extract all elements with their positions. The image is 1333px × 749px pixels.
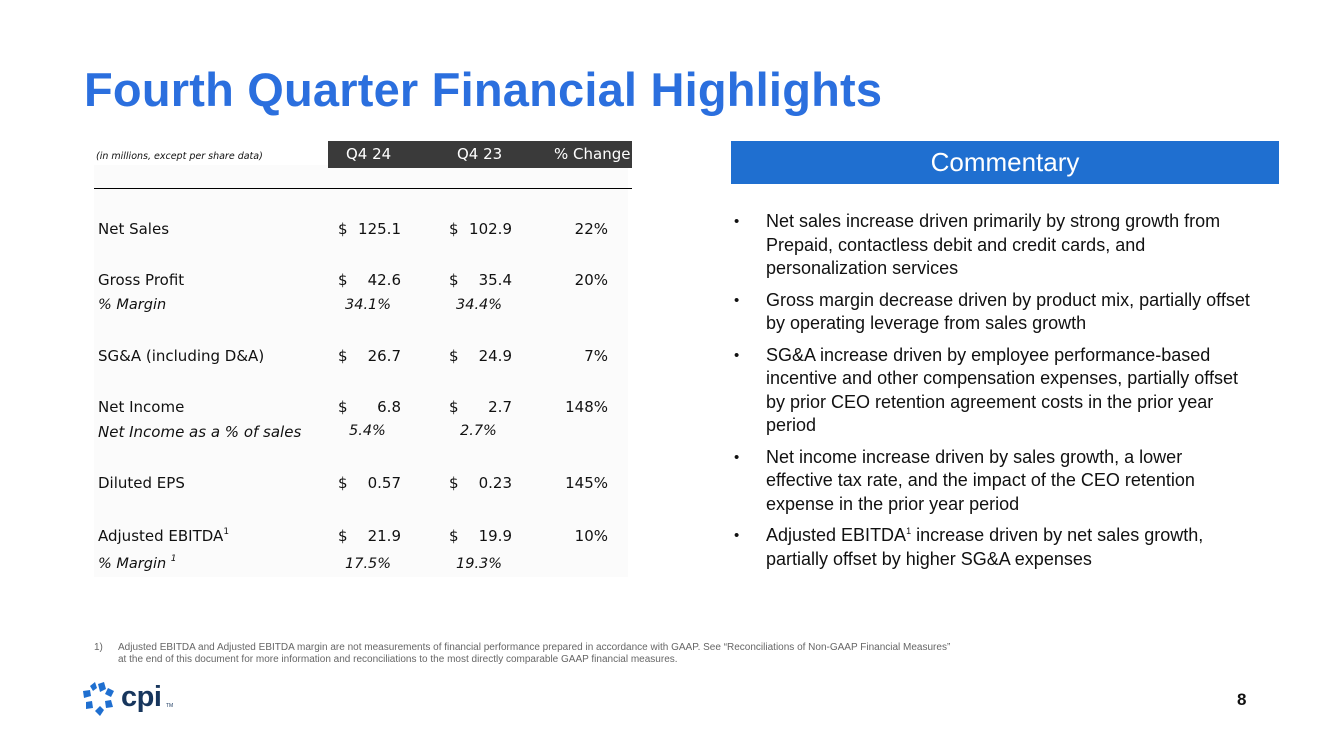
sub-row-label: % Margin [98,297,167,313]
footnote-marker: 1 [906,526,912,536]
commentary-list: • Net sales increase driven primarily by … [731,210,1251,579]
value-q423: 19.9 [478,527,512,545]
currency-symbol: $ [449,347,459,365]
sub-value-q424: 5.4% [349,423,386,439]
sub-value-q424: 17.5% [345,556,392,572]
table-units-note: (in millions, except per share data) [96,151,263,162]
header-divider [94,188,632,189]
row-label-text: Adjusted EBITDA [98,527,224,545]
bullet-dot: • [734,346,740,364]
row-label: Diluted EPS [98,474,185,492]
sub-row-label-text: % Margin [98,556,171,572]
value-change: 22% [574,220,608,238]
currency-symbol: $ [449,398,459,416]
bullet-dot: • [734,527,740,544]
column-header-q424: Q4 24 [346,145,392,163]
value-q424: 0.57 [367,474,401,492]
currency-symbol: $ [449,271,459,289]
value-q423: 2.7 [488,398,512,416]
value-q423: 24.9 [478,347,512,365]
value-change: 145% [565,474,608,492]
row-label: Net Sales [98,220,170,238]
sub-row-label: Net Income as a % of sales [98,423,302,441]
currency-symbol: $ [449,474,459,492]
sub-value-q423: 2.7% [460,423,497,439]
footnote-number: 1) [94,642,103,653]
commentary-bullet: • Adjusted EBITDA1 increase driven by net… [731,524,1251,571]
row-label: Gross Profit [98,271,185,289]
cpi-logo-mark [83,682,114,716]
commentary-bullet: • Gross margin decrease driven by product… [731,289,1251,336]
logo-trademark: TM [166,703,174,709]
footnote-text: Adjusted EBITDA and Adjusted EBITDA marg… [118,642,951,665]
row-label: Net Income [98,398,185,416]
footnote-marker: 1 [170,554,177,564]
value-change: 148% [565,398,608,416]
sub-row-label: % Margin 1 [98,554,177,573]
footnote-marker: 1 [223,527,230,537]
bullet-text: Net income increase driven by sales grow… [766,446,1195,514]
column-header-change: % Change [554,145,631,163]
table-header-bar [328,141,632,168]
bullet-text: Gross margin decrease driven by product … [766,289,1250,334]
bullet-text: Net sales increase driven primarily by s… [766,211,1221,278]
commentary-bullet: • Net income increase driven by sales gro… [731,446,1251,517]
currency-symbol: $ [338,347,348,365]
logo-wordmark: cpi [121,681,162,713]
bullet-text: increase driven by net sales growth, par… [766,525,1204,569]
currency-symbol: $ [338,398,348,416]
value-change: 10% [574,527,608,545]
bullet-dot: • [734,291,740,309]
value-q423: 35.4 [478,271,512,289]
value-change: 7% [584,347,608,365]
commentary-heading: Commentary [731,141,1279,184]
value-q424: 21.9 [367,527,401,545]
table-background [94,165,628,577]
row-label: SG&A (including D&A) [98,347,265,365]
row-label: Adjusted EBITDA1 [98,527,229,545]
commentary-bullet: • SG&A increase driven by employee perfor… [731,344,1251,438]
currency-symbol: $ [449,527,459,545]
currency-symbol: $ [338,271,348,289]
value-q424: 42.6 [367,271,401,289]
column-header-q423: Q4 23 [457,145,503,163]
page-number: 8 [1237,690,1247,709]
logo-petals-icon [83,682,114,716]
value-q424: 125.1 [358,220,401,238]
sub-value-q424: 34.1% [345,297,392,313]
sub-value-q423: 19.3% [456,556,503,572]
value-q423: 102.9 [469,220,512,238]
currency-symbol: $ [338,527,348,545]
value-q423: 0.23 [478,474,512,492]
value-q424: 26.7 [367,347,401,365]
sub-value-q423: 34.4% [456,297,503,313]
value-change: 20% [574,271,608,289]
bullet-dot: • [734,448,740,466]
bullet-text: Adjusted EBITDA [766,525,907,545]
bullet-text: SG&A increase driven by employee perform… [766,344,1238,436]
page-title: Fourth Quarter Financial Highlights [84,63,883,116]
bullet-dot: • [734,213,740,230]
currency-symbol: $ [449,220,459,238]
value-q424: 6.8 [377,398,401,416]
currency-symbol: $ [338,220,348,238]
currency-symbol: $ [338,474,348,492]
commentary-bullet: • Net sales increase driven primarily by … [731,210,1251,281]
